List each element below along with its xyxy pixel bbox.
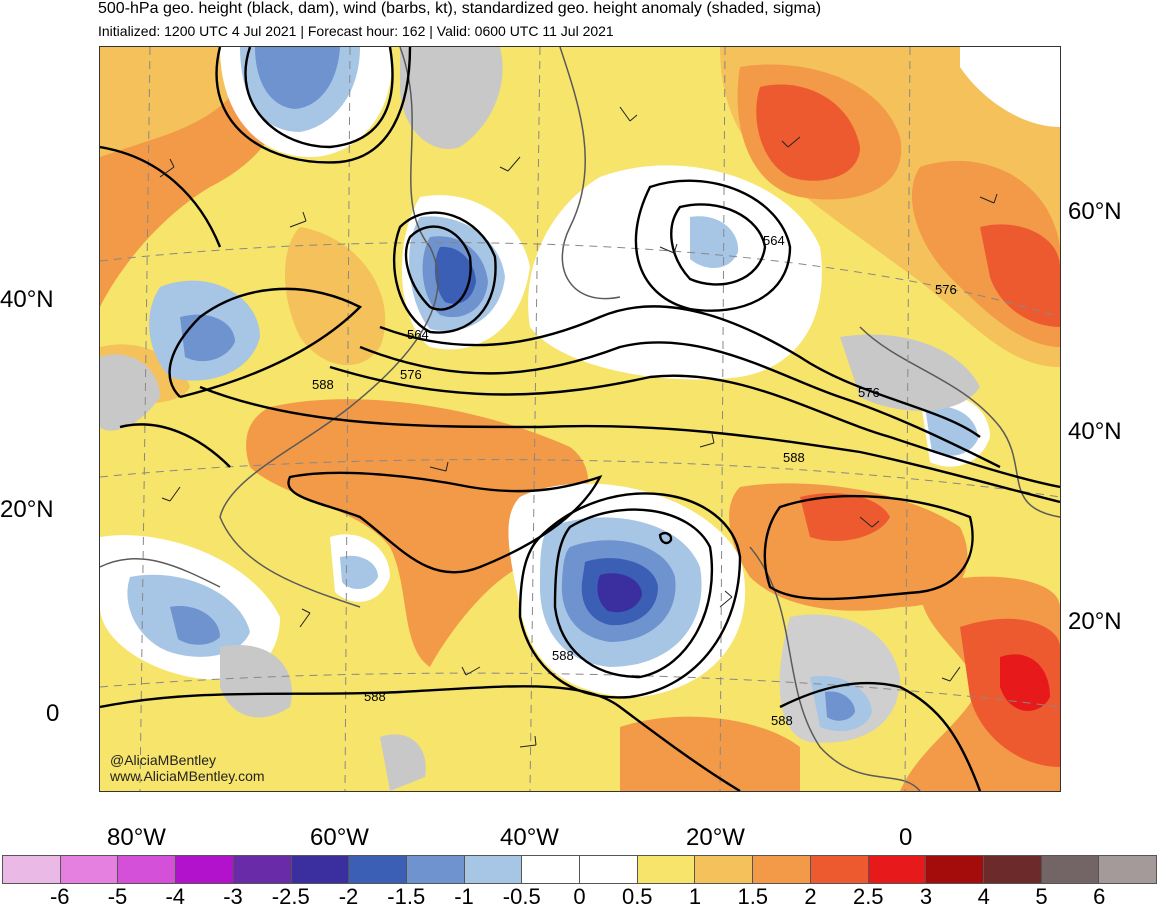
lat-label-left: 20°N	[0, 496, 54, 523]
contour-label: 564	[407, 327, 429, 342]
contour-label: 576	[858, 385, 880, 400]
land-masks	[100, 47, 980, 791]
weather-map: 564 576 588 564 576 576 588 588 588 588	[99, 46, 1061, 792]
colorbar-tick-label: -6	[49, 884, 70, 909]
lon-label: 0	[899, 824, 913, 851]
colorbar-swatch	[1099, 856, 1157, 883]
contour-label: 564	[763, 233, 785, 248]
graticule	[100, 47, 1060, 791]
contour-label: 576	[935, 282, 957, 297]
colorbar-tick-label: -0.5	[502, 884, 541, 909]
colorbar-swatch	[349, 856, 407, 883]
colorbar-tick-label: 5	[1035, 884, 1048, 909]
colorbar-swatch	[60, 856, 119, 883]
lat-label-left: 40°N	[0, 286, 54, 313]
colorbar-tick-label: -1.5	[387, 884, 426, 909]
colorbar-tick-label: 2.5	[852, 884, 884, 909]
colorbar-tick-label: -2	[338, 884, 359, 909]
colorbar-swatch	[695, 856, 754, 883]
colorbar-tick-label: -2.5	[271, 884, 310, 909]
lat-label-right: 40°N	[1068, 418, 1122, 445]
colorbar-tick-label: 3	[919, 884, 933, 909]
contour-label: 588	[771, 713, 793, 728]
positive-anomaly-regions	[100, 47, 1060, 791]
lon-label: 40°W	[500, 824, 559, 851]
colorbar-swatch	[291, 856, 350, 883]
colorbar-swatch	[406, 856, 465, 883]
map-subtitle: Initialized: 1200 UTC 4 Jul 2021 | Forec…	[98, 23, 614, 39]
colorbar-tick-label: -4	[165, 884, 186, 909]
colorbar-swatch	[464, 856, 523, 883]
colorbar-tick-label: 6	[1093, 884, 1106, 909]
contour-label: 588	[783, 450, 805, 465]
wind-barbs	[159, 106, 998, 748]
colorbar-tick-label: 0	[573, 884, 586, 909]
colorbar-swatch	[753, 856, 811, 883]
colorbar-tick-label: 0.5	[621, 884, 653, 909]
map-title: 500-hPa geo. height (black, dam), wind (…	[98, 0, 822, 17]
colorbar-swatch	[1041, 856, 1100, 883]
colorbar-swatch	[868, 856, 927, 883]
lat-label-right: 60°N	[1068, 198, 1122, 225]
colorbar-tick-label: 4	[977, 884, 990, 909]
lat-label-right: 20°N	[1068, 608, 1122, 635]
lon-label: 20°W	[686, 824, 745, 851]
lon-label: 60°W	[310, 824, 369, 851]
credit-handle: @AliciaMBentley	[110, 752, 217, 768]
colorbar-tick-label: 2	[804, 884, 817, 909]
lat-label-left: 0	[46, 700, 60, 727]
colorbar-swatch	[3, 856, 61, 883]
contour-label: 588	[552, 648, 574, 663]
height-contours	[100, 47, 1060, 791]
colorbar-swatch	[810, 856, 869, 883]
lon-label: 80°W	[107, 824, 166, 851]
colorbar-swatch	[983, 856, 1042, 883]
colorbar-swatch	[233, 856, 292, 883]
colorbar-swatch	[522, 856, 581, 883]
contour-label: 588	[312, 377, 334, 392]
colorbar-tick-label: -3	[223, 884, 243, 909]
credit-website: www.AliciaMBentley.com	[110, 768, 265, 784]
contour-label: 576	[400, 367, 422, 382]
contour-labels: 564 576 588 564 576 576 588 588 588 588	[312, 233, 957, 728]
map-canvas: 564 576 588 564 576 576 588 588 588 588	[100, 47, 1060, 791]
colorbar-tick-label: -1	[454, 884, 474, 909]
colorbar-swatch	[637, 856, 696, 883]
contour-label: 588	[364, 689, 386, 704]
colorbar-tick-label: 1	[688, 884, 702, 909]
colorbar-tick-label: 1.5	[737, 884, 769, 909]
coastlines	[100, 47, 1060, 791]
colorbar-tick-label: -5	[107, 884, 128, 909]
colorbar-swatch	[926, 856, 984, 883]
colorbar	[2, 855, 1157, 884]
colorbar-swatch	[580, 856, 638, 883]
colorbar-swatch	[176, 856, 234, 883]
colorbar-swatch	[118, 856, 177, 883]
